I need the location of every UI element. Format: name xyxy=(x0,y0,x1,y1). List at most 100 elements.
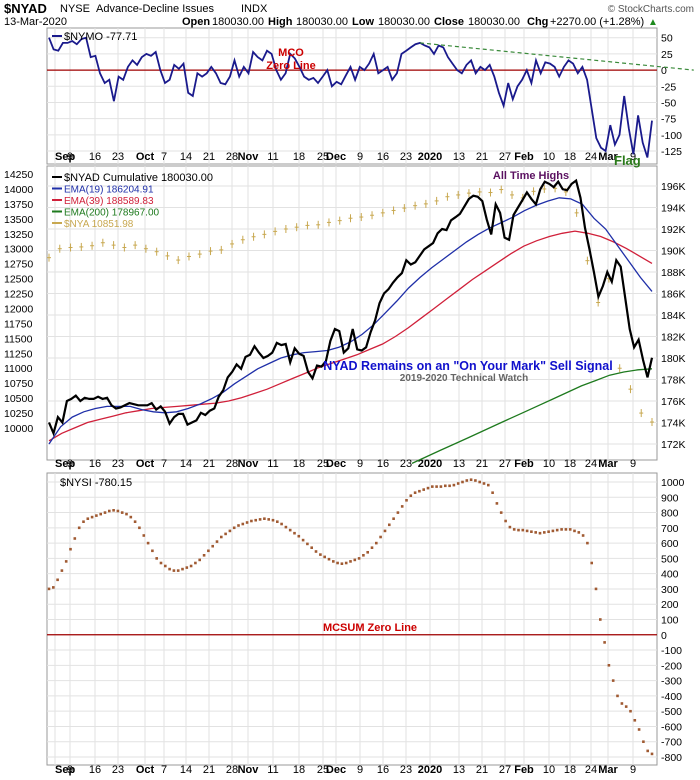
y-tick-label-bottom: 700 xyxy=(661,523,679,535)
nysi-point xyxy=(47,587,51,591)
y-tick-label-bottom: 200 xyxy=(661,599,679,611)
nysi-point xyxy=(538,531,542,535)
x-tick-label-bottom: Feb xyxy=(514,764,534,776)
x-tick-label-middle: 7 xyxy=(161,458,167,470)
nysi-point xyxy=(176,569,180,572)
nysi-point xyxy=(86,517,90,520)
x-tick-label-top: 23 xyxy=(112,151,124,163)
y-tick-label-right: 184K xyxy=(661,310,686,322)
nysi-point xyxy=(138,526,141,530)
y-tick-label-top: -100 xyxy=(661,130,682,142)
nysi-point xyxy=(439,485,443,488)
mco-annotation: MCO xyxy=(278,47,304,59)
x-tick-label-bottom: 2020 xyxy=(418,764,442,776)
nysi-point xyxy=(586,541,589,545)
nysi-point xyxy=(633,719,637,722)
y-tick-label-top: 50 xyxy=(661,33,673,45)
x-tick-label-bottom: 18 xyxy=(293,764,305,776)
nysi-point xyxy=(388,523,391,527)
x-tick-label-middle: Oct xyxy=(136,458,155,470)
nysi-point xyxy=(95,514,98,517)
nysi-point xyxy=(151,549,154,553)
nysi-point xyxy=(129,515,133,519)
x-tick-label-bottom: 14 xyxy=(180,764,192,776)
nysi-point xyxy=(534,531,537,534)
zero-line-annotation: Zero Line xyxy=(266,60,316,72)
nysi-point xyxy=(465,479,469,482)
nysi-point xyxy=(646,749,649,753)
y-tick-label-bottom: -800 xyxy=(661,752,682,764)
nysi-point xyxy=(146,541,150,545)
x-tick-label-middle: Mar xyxy=(598,458,618,470)
y-tick-label-left: 14250 xyxy=(4,169,33,181)
nysi-point xyxy=(400,505,404,508)
x-tick-label-top: 9 xyxy=(67,151,73,163)
nysi-point xyxy=(581,534,585,537)
nysi-point xyxy=(215,540,219,543)
chg-up-arrow-icon: ▲ xyxy=(648,17,658,28)
nysi-point xyxy=(60,569,64,572)
nysi-point xyxy=(353,558,357,562)
y-tick-label-top: -25 xyxy=(661,81,676,93)
nysi-point xyxy=(194,561,197,565)
nysi-point xyxy=(133,520,137,523)
y-tick-label-right: 172K xyxy=(661,439,686,451)
close-value: 180030.00 xyxy=(468,16,520,28)
nysi-point xyxy=(301,538,305,542)
nysi-point xyxy=(392,517,395,520)
x-tick-label-top: 16 xyxy=(89,151,101,163)
nysi-point xyxy=(517,528,520,532)
y-tick-label-bottom: 0 xyxy=(661,630,667,642)
nysi-point xyxy=(142,534,146,537)
nysi-point xyxy=(344,561,348,565)
nysi-title: $NYSI -780.15 xyxy=(60,477,132,489)
nysi-point xyxy=(357,557,361,560)
x-tick-label-bottom: Sep xyxy=(55,764,75,776)
sell-signal-annotation: NYAD Remains on an "On Your Mark" Sell S… xyxy=(323,359,612,373)
nysi-point xyxy=(456,482,460,485)
technical-watch-annotation: 2019-2020 Technical Watch xyxy=(400,373,528,384)
x-tick-label-top: Feb xyxy=(514,151,534,163)
nysi-point xyxy=(211,544,214,548)
top-panel-frame xyxy=(46,27,658,165)
y-tick-label-bottom: -400 xyxy=(661,691,682,703)
nysi-point xyxy=(250,519,253,523)
nysi-point xyxy=(577,531,581,534)
nysi-point xyxy=(69,547,72,551)
nysi-point xyxy=(332,560,335,563)
nysi-point xyxy=(284,525,288,529)
x-tick-label-middle: Dec xyxy=(326,458,346,470)
x-tick-label-bottom: 21 xyxy=(203,764,215,776)
nysi-point xyxy=(478,480,481,484)
nysi-point xyxy=(159,561,163,565)
nysi-point xyxy=(198,558,201,562)
nysi-point xyxy=(495,502,499,505)
chg-label: Chg xyxy=(527,16,548,28)
x-tick-label-middle: 23 xyxy=(112,458,124,470)
nysi-point xyxy=(383,529,387,533)
nysi-point xyxy=(56,578,59,582)
legend-label-ema200: EMA(200) 178967.00 xyxy=(64,208,160,219)
nysi-point xyxy=(245,521,249,524)
y-tick-label-bottom: -600 xyxy=(661,721,682,733)
nysi-point xyxy=(258,518,262,521)
nysi-point xyxy=(64,560,68,563)
y-tick-label-left: 10250 xyxy=(4,408,33,420)
nysi-point xyxy=(306,542,309,546)
nysi-point xyxy=(607,664,611,667)
x-tick-label-middle: 9 xyxy=(67,458,73,470)
x-tick-label-top: 11 xyxy=(267,151,278,163)
nysi-point xyxy=(508,525,512,529)
ema-200-line xyxy=(411,368,653,464)
x-tick-label-middle: 21 xyxy=(203,458,215,470)
nysi-point xyxy=(336,561,339,565)
high-label: High xyxy=(268,16,293,28)
y-tick-label-top: 0 xyxy=(661,65,667,77)
y-tick-label-bottom: 100 xyxy=(661,615,679,627)
y-tick-label-bottom: 500 xyxy=(661,553,679,565)
x-tick-label-middle: 23 xyxy=(400,458,412,470)
nysi-point xyxy=(431,485,434,488)
mcsum-zero-line-annotation: MCSUM Zero Line xyxy=(323,622,417,634)
y-tick-label-top: -75 xyxy=(661,114,676,126)
